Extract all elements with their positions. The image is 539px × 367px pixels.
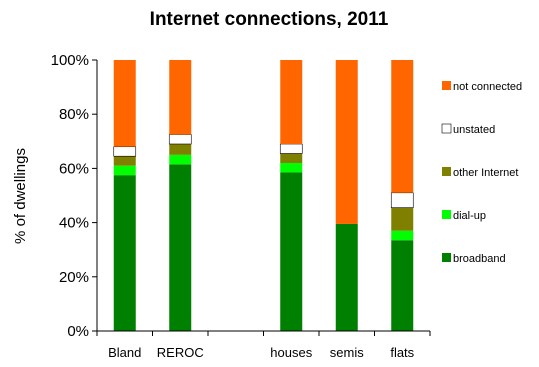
bar-flats-unstated	[390, 192, 414, 208]
legend-swatch-not-connected	[442, 81, 451, 90]
bar-flats-not-connected	[391, 60, 414, 193]
x-tick-label: houses	[270, 345, 312, 360]
legend-label-other-Internet: other Internet	[453, 167, 518, 179]
bar-houses-unstated	[279, 143, 303, 154]
legend-label-not-connected: not connected	[453, 81, 522, 93]
bar-flats-dial-up	[391, 230, 414, 241]
axes-group: 0% 20% 40% 60% 80% 100% Bland REROC houses semis f…	[51, 52, 431, 360]
bar-flats-broadband	[391, 240, 414, 331]
bar-Bland-unstated	[113, 146, 137, 157]
y-tick-label: 20%	[59, 269, 89, 286]
bar-semis-not-connected	[335, 60, 358, 224]
legend-swatch-broadband	[442, 253, 451, 262]
legend-label-dial-up: dial-up	[453, 210, 486, 222]
x-tick-label: flats	[390, 345, 414, 360]
legend-swatch-dial-up	[442, 210, 451, 219]
legend: not connected unstated other Internet dial-…	[441, 81, 522, 265]
bars-group	[113, 60, 414, 331]
y-axis-label: % of dwellings	[12, 148, 29, 244]
y-tick-label: 40%	[59, 215, 89, 232]
legend-swatch-other-Internet	[442, 167, 451, 176]
y-tick-label: 60%	[59, 160, 89, 177]
bar-houses-dial-up	[280, 162, 303, 173]
legend-label-unstated: unstated	[453, 124, 495, 136]
legend-label-broadband: broadband	[453, 253, 506, 265]
bar-houses-other-Internet	[280, 153, 303, 163]
y-tick-label: 80%	[59, 106, 89, 123]
bar-REROC-broadband	[169, 164, 192, 331]
bar-Bland-dial-up	[113, 165, 136, 176]
bar-Bland-other-Internet	[113, 156, 136, 166]
bar-REROC-dial-up	[169, 154, 192, 165]
bar-houses-not-connected	[280, 60, 303, 145]
x-tick-label: REROC	[157, 345, 204, 360]
x-tick-label: semis	[330, 345, 364, 360]
x-tick-label: Bland	[108, 345, 141, 360]
bar-houses-broadband	[280, 172, 303, 331]
bar-REROC-not-connected	[169, 60, 192, 135]
bar-Bland-broadband	[113, 175, 136, 331]
chart-title: Internet connections, 2011	[150, 9, 389, 30]
bar-semis-broadband	[335, 223, 358, 331]
bar-Bland-not-connected	[113, 60, 136, 147]
y-tick-label: 100%	[51, 52, 89, 69]
y-tick-label: 0%	[67, 323, 89, 340]
legend-swatch-unstated	[441, 123, 452, 134]
bar-REROC-unstated	[168, 134, 192, 145]
bar-REROC-other-Internet	[169, 144, 192, 155]
bar-flats-other-Internet	[391, 207, 414, 231]
